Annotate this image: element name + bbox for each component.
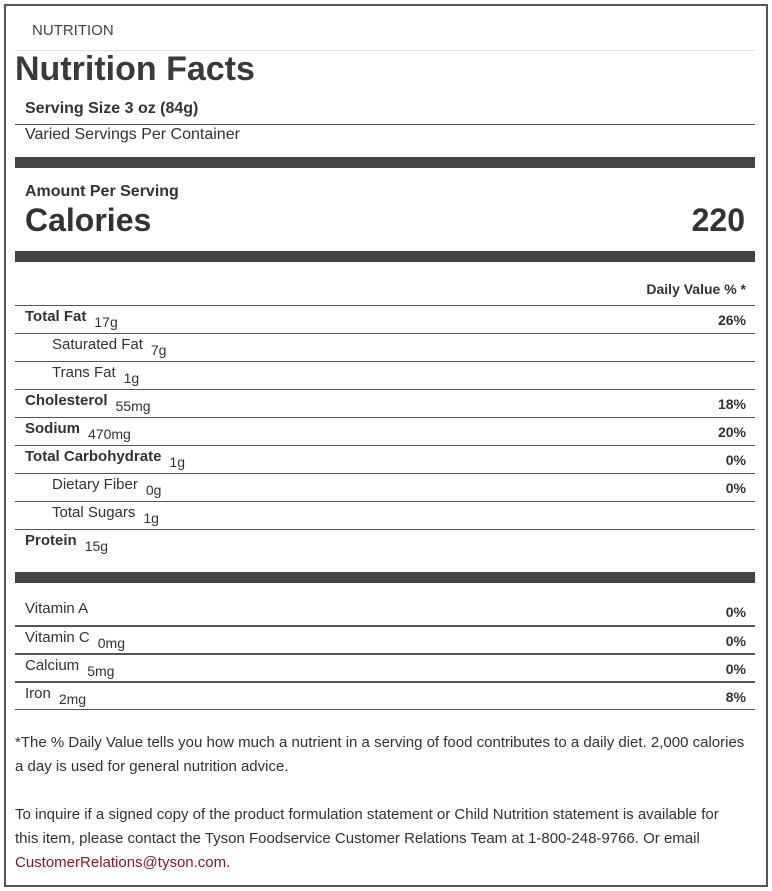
nutrient-name: Total Fat xyxy=(25,308,87,325)
thick-divider xyxy=(15,157,755,168)
divider xyxy=(15,50,755,51)
daily-value-percent: 0% xyxy=(725,480,746,496)
nutrient-label: Total Carbohydrate 1g xyxy=(25,448,185,470)
nutrient-amount: 0mg xyxy=(97,635,125,651)
nutrient-amount: 17g xyxy=(94,314,118,330)
nutrient-name: Trans Fat xyxy=(52,364,116,381)
nutrient-amount: 2mg xyxy=(58,691,87,707)
nutrient-row: Iron 2mg 8% xyxy=(15,682,755,710)
nutrient-label: Cholesterol 55mg xyxy=(25,392,151,414)
nutrient-label: Vitamin A xyxy=(25,600,96,617)
nutrient-row: Total Fat 17g 26% xyxy=(15,305,755,333)
nutrient-label: Trans Fat 1g xyxy=(52,364,139,386)
nutrient-name: Protein xyxy=(25,532,77,549)
nutrient-amount: 7g xyxy=(150,342,167,358)
nutrient-label: Dietary Fiber 0g xyxy=(52,476,161,498)
nutrient-row: Total Carbohydrate 1g 0% xyxy=(15,445,755,473)
nutrient-name: Sodium xyxy=(25,420,80,437)
nutrient-row: Vitamin C 0mg 0% xyxy=(15,626,755,654)
nutrient-name: Vitamin C xyxy=(25,629,90,646)
thick-divider xyxy=(15,572,755,583)
nutrition-panel xyxy=(4,4,768,887)
nutrient-name: Saturated Fat xyxy=(52,336,143,353)
inquiry-body: To inquire if a signed copy of the produ… xyxy=(15,806,719,847)
page-title: Nutrition Facts xyxy=(15,50,255,88)
nutrient-name: Iron xyxy=(25,685,51,702)
nutrient-row: Protein 15g xyxy=(15,529,755,557)
footnote: *The % Daily Value tells you how much a … xyxy=(15,734,745,775)
nutrient-label: Vitamin C 0mg xyxy=(25,629,125,651)
nutrient-amount: 1g xyxy=(123,370,140,386)
nutrient-row: Total Sugars 1g xyxy=(15,501,755,529)
nutrient-amount: 0g xyxy=(145,482,162,498)
nutrient-name: Total Sugars xyxy=(52,504,136,521)
section-header: NUTRITION xyxy=(32,22,114,39)
inquiry-end: . xyxy=(226,854,231,871)
nutrient-name: Cholesterol xyxy=(25,392,108,409)
daily-value-percent: 8% xyxy=(725,689,746,705)
daily-value-percent: 0% xyxy=(725,661,746,677)
nutrient-amount: 55mg xyxy=(115,398,151,414)
servings-per-container: Varied Servings Per Container xyxy=(25,126,240,143)
daily-value-percent: 18% xyxy=(717,396,746,412)
nutrient-amount: 15g xyxy=(84,538,109,554)
daily-value-header: Daily Value % * xyxy=(646,281,746,297)
thick-divider xyxy=(15,251,755,262)
calories-label: Calories xyxy=(25,202,152,238)
nutrient-row: Sodium 470mg 20% xyxy=(15,417,755,445)
nutrient-row: Trans Fat 1g xyxy=(15,361,755,389)
amount-per-serving: Amount Per Serving xyxy=(25,183,179,200)
nutrient-amount: 5mg xyxy=(87,663,115,679)
nutrient-amount: 1g xyxy=(143,510,159,526)
nutrient-label: Total Sugars 1g xyxy=(52,504,159,526)
calories-value: 220 xyxy=(691,202,745,238)
nutrient-name: Vitamin A xyxy=(25,600,89,617)
nutrient-row: Saturated Fat 7g xyxy=(15,333,755,361)
email-link[interactable]: CustomerRelations@tyson.com xyxy=(15,854,227,871)
inquiry-text: To inquire if a signed copy of the produ… xyxy=(15,803,745,875)
nutrient-name: Dietary Fiber xyxy=(52,476,138,493)
nutrient-label: Calcium 5mg xyxy=(25,657,114,679)
nutrient-name: Total Carbohydrate xyxy=(25,448,162,465)
daily-value-percent: 20% xyxy=(717,424,746,440)
nutrient-row: Dietary Fiber 0g 0% xyxy=(15,473,755,501)
serving-size: Serving Size 3 oz (84g) xyxy=(25,100,199,117)
daily-value-percent: 26% xyxy=(717,312,746,328)
nutrient-label: Protein 15g xyxy=(25,532,108,554)
nutrient-row: Calcium 5mg 0% xyxy=(15,654,755,682)
nutrient-name: Calcium xyxy=(25,657,80,674)
daily-value-percent: 0% xyxy=(725,633,746,649)
daily-value-percent: 0% xyxy=(725,604,746,620)
nutrient-amount: 1g xyxy=(169,454,185,470)
nutrient-label: Iron 2mg xyxy=(25,685,86,707)
daily-value-percent: 0% xyxy=(725,452,746,468)
nutrient-label: Saturated Fat 7g xyxy=(52,336,166,358)
nutrient-row: Vitamin A 0% xyxy=(15,598,755,626)
nutrient-label: Sodium 470mg xyxy=(25,420,131,442)
nutrient-row: Cholesterol 55mg 18% xyxy=(15,389,755,417)
nutrient-amount: 470mg xyxy=(88,426,131,442)
nutrient-label: Total Fat 17g xyxy=(25,308,118,330)
divider xyxy=(15,124,755,125)
